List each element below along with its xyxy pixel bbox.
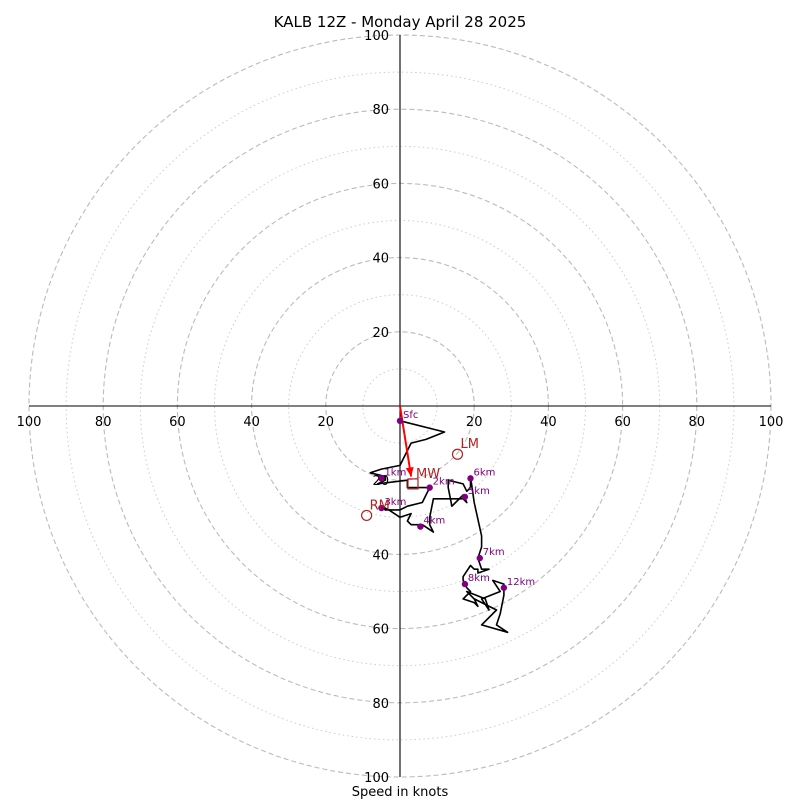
height-marker-label-sfc: Sfc bbox=[403, 410, 418, 421]
x-tick-label: 80 bbox=[689, 415, 706, 430]
height-marker-label-7km: 7km bbox=[483, 547, 505, 558]
y-tick-label: 20 bbox=[372, 326, 389, 341]
shear-vector bbox=[399, 405, 413, 477]
height-marker-1km bbox=[378, 475, 385, 482]
motion-label-mw: MW bbox=[416, 467, 440, 482]
y-tick-label: 40 bbox=[372, 252, 389, 267]
shear-vector-group bbox=[399, 405, 414, 477]
y-tick-label: 40 bbox=[372, 548, 389, 563]
x-tick-label: 100 bbox=[759, 415, 784, 430]
x-tick-label: 60 bbox=[169, 415, 186, 430]
x-tick-label: 20 bbox=[318, 415, 335, 430]
y-tick-label: 100 bbox=[364, 29, 389, 44]
hodograph-trace-group bbox=[369, 420, 509, 634]
x-tick-label: 40 bbox=[243, 415, 260, 430]
y-tick-label: 80 bbox=[372, 103, 389, 118]
storm-motion-markers: LM MW RM bbox=[361, 437, 479, 522]
hodograph-trace bbox=[369, 420, 509, 634]
height-marker-label-5km: 5km bbox=[468, 486, 490, 497]
height-marker-label-1km: 1km bbox=[384, 467, 406, 478]
height-marker-label-2km: 2km bbox=[433, 477, 455, 488]
motion-label-rm: RM bbox=[370, 498, 390, 513]
y-tick-label: 100 bbox=[364, 771, 389, 786]
shear-vector-arrowhead bbox=[405, 466, 414, 477]
height-marker-12km bbox=[500, 584, 508, 591]
height-marker-label-12km: 12km bbox=[507, 577, 535, 588]
height-marker-label-3km: 3km bbox=[384, 497, 406, 508]
x-tick-label: 80 bbox=[95, 415, 112, 430]
height-marker-sfc bbox=[396, 417, 404, 425]
x-tick-label: 40 bbox=[540, 415, 557, 430]
height-markers: Sfc 1km 2km 3km 4km 5km 6km 7km 8km 12km bbox=[378, 410, 535, 591]
x-axis-label: Speed in knots bbox=[352, 785, 449, 800]
tick-labels: 100 80 60 40 20 20 40 60 80 100100806040202040608… bbox=[17, 29, 784, 786]
x-tick-label: 20 bbox=[466, 415, 483, 430]
height-marker-2km bbox=[426, 484, 433, 491]
height-marker-5km bbox=[461, 493, 469, 501]
height-marker-4km bbox=[417, 523, 424, 530]
height-marker-label-6km: 6km bbox=[473, 467, 495, 478]
height-marker-label-8km: 8km bbox=[468, 573, 490, 584]
height-marker-8km bbox=[461, 580, 469, 588]
height-marker-label-4km: 4km bbox=[423, 516, 445, 527]
x-tick-label: 60 bbox=[614, 415, 631, 430]
motion-marker-rm bbox=[361, 509, 373, 522]
motion-marker-lm bbox=[451, 448, 464, 460]
height-marker-3km bbox=[378, 504, 385, 512]
height-marker-7km bbox=[476, 554, 483, 562]
motion-label-lm: LM bbox=[461, 437, 479, 452]
x-tick-label: 100 bbox=[17, 415, 42, 430]
motion-marker-mw bbox=[407, 478, 419, 490]
height-marker-6km bbox=[467, 475, 474, 482]
y-tick-label: 80 bbox=[372, 697, 389, 712]
chart-title: KALB 12Z - Monday April 28 2025 bbox=[274, 13, 527, 31]
y-tick-label: 60 bbox=[372, 623, 389, 638]
y-tick-label: 60 bbox=[372, 177, 389, 192]
